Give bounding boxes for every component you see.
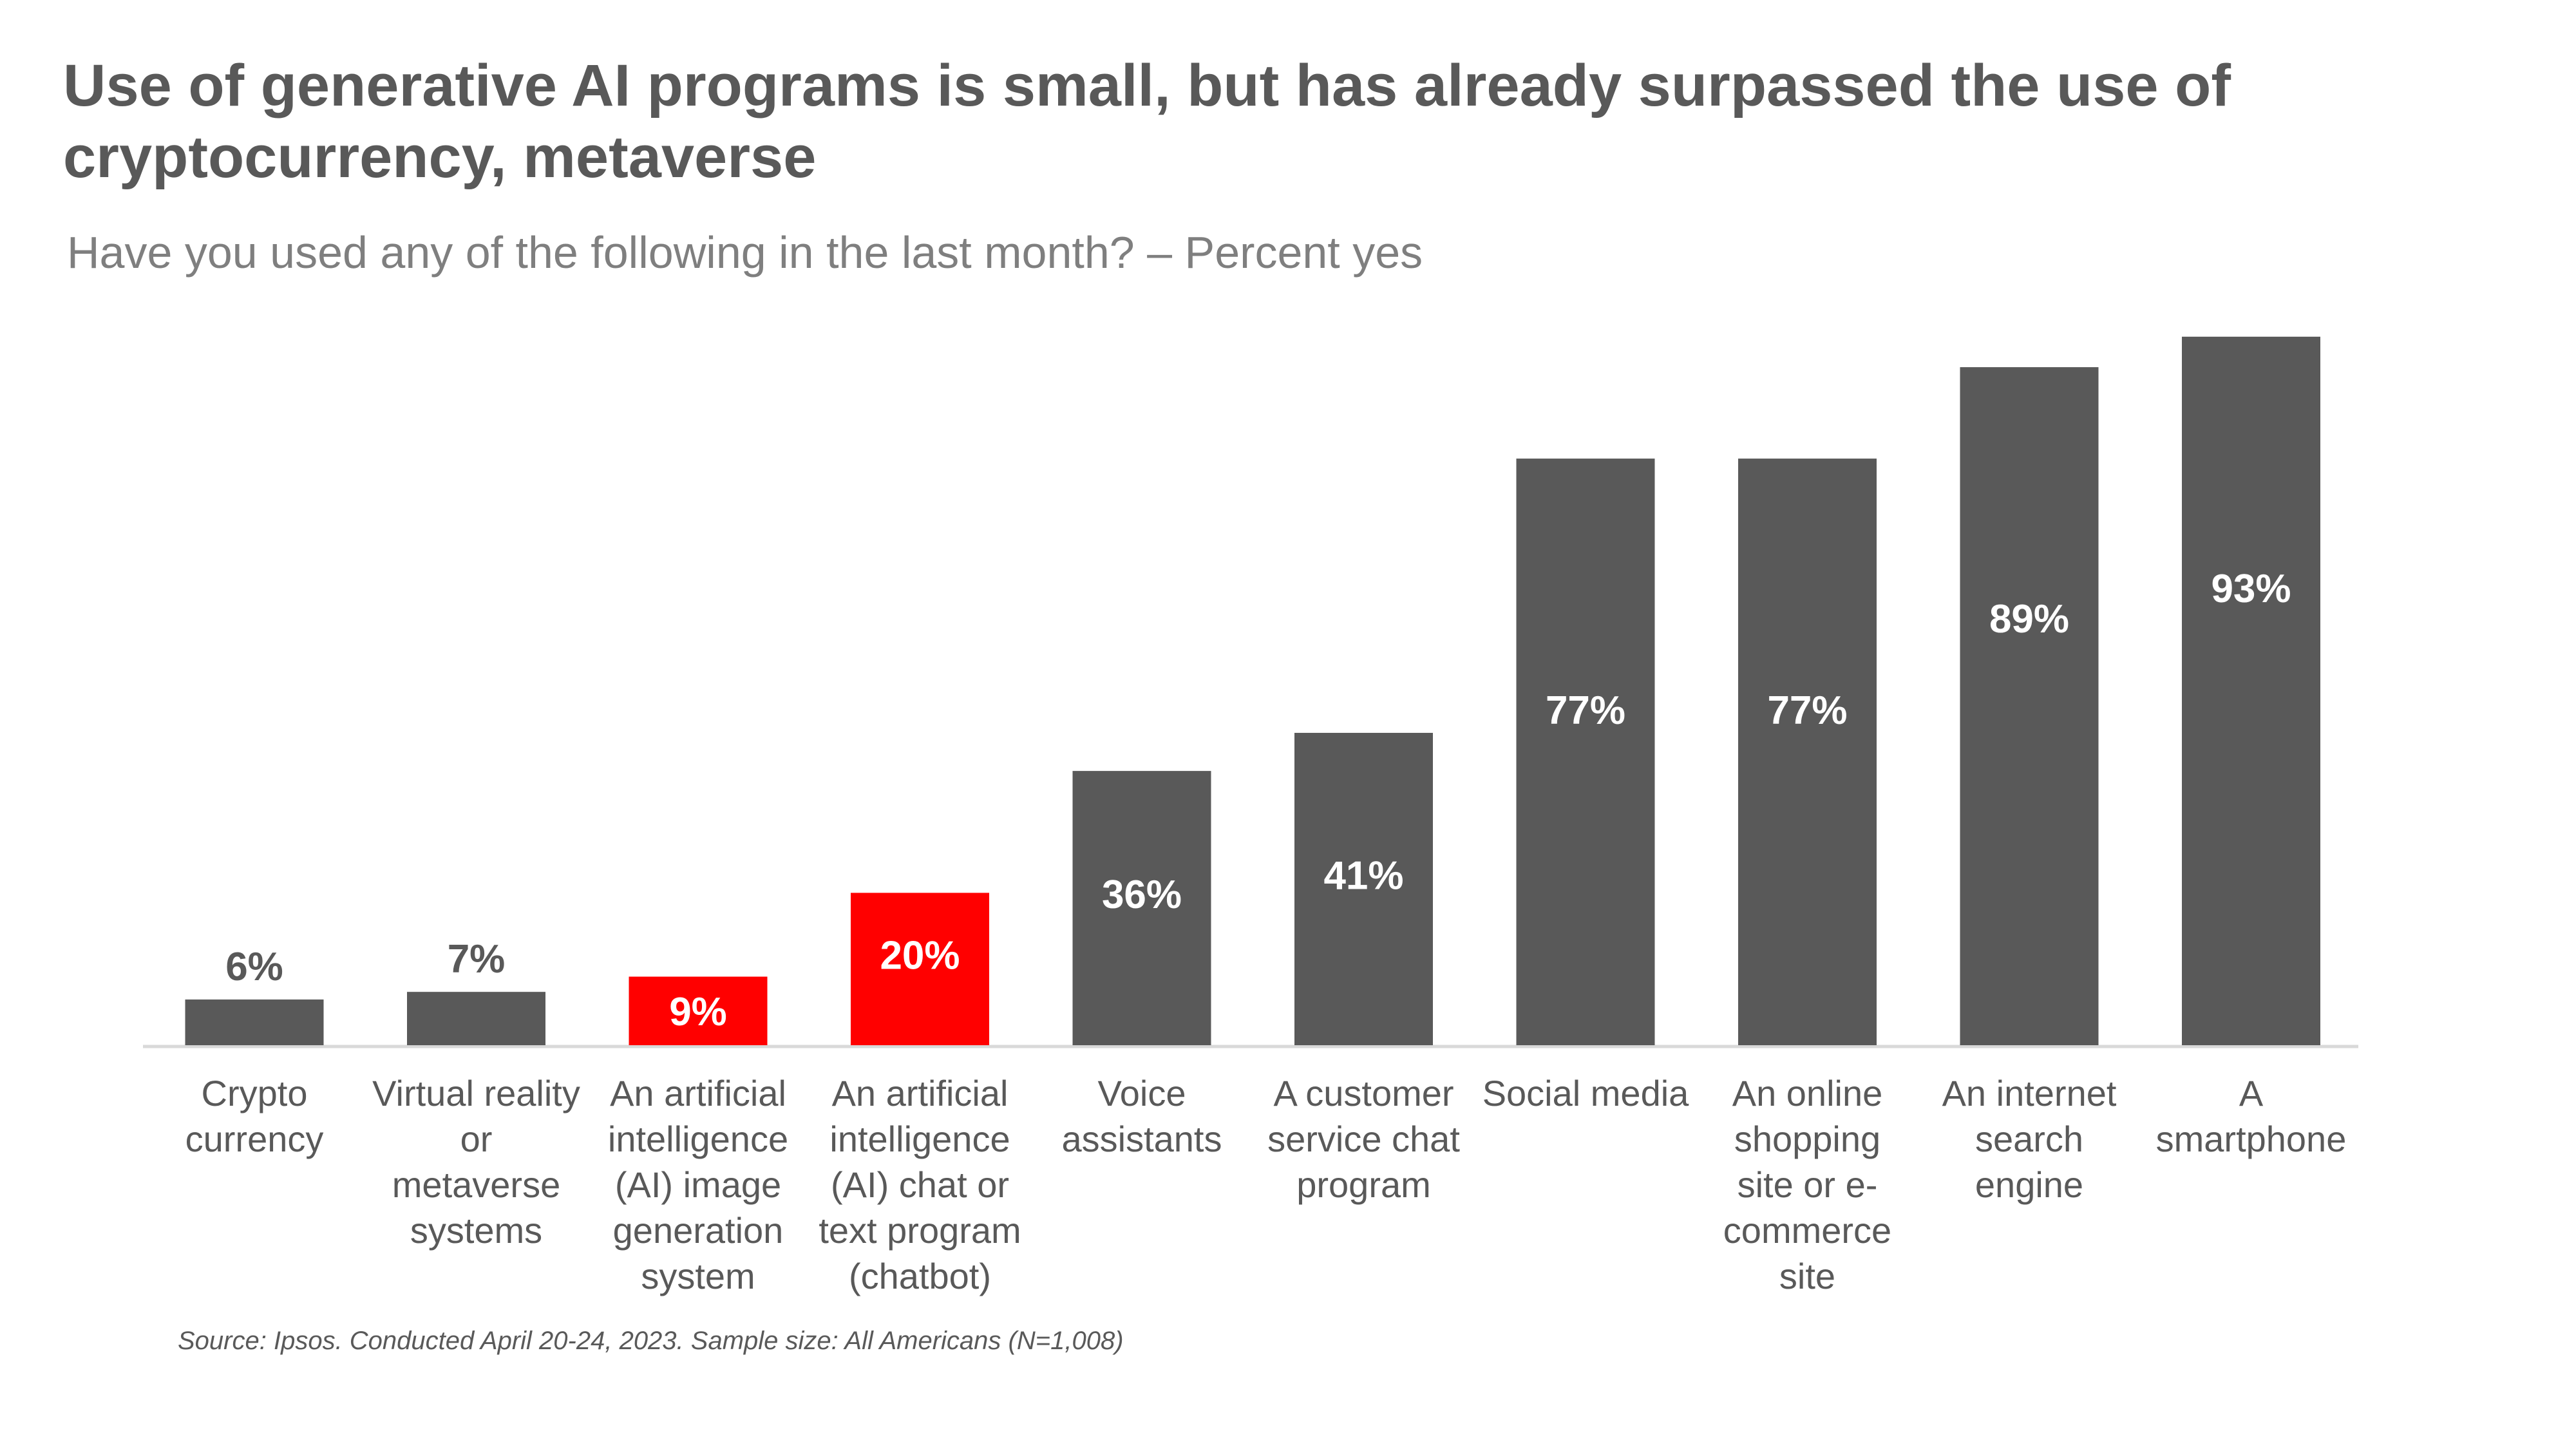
category-label-9: An internet search engine [1942, 1073, 2117, 1205]
bar-10 [2182, 336, 2320, 1045]
data-label-2: 7% [448, 937, 506, 981]
data-label-4: 20% [880, 934, 960, 978]
category-label-6: A customer service chat program [1267, 1073, 1460, 1205]
data-label-8: 77% [1767, 688, 1847, 733]
category-label-1: Crypto currency [185, 1073, 324, 1159]
bar-6 [1294, 732, 1433, 1045]
bar-4 [851, 893, 989, 1045]
bar-9 [1960, 367, 2099, 1045]
category-label-2: Virtual reality or metaverse systems [372, 1073, 580, 1251]
category-label-4: An artificial intelligence (AI) chat or tex… [819, 1073, 1021, 1296]
bar-3 [629, 976, 768, 1045]
data-label-group: 6% 7% 9% 20% 36% 41% 77% 77% 89% 93% [225, 567, 2291, 1034]
data-label-10: 93% [2211, 567, 2291, 611]
bar-2 [407, 992, 545, 1045]
bar-5 [1072, 771, 1211, 1045]
category-label-7: Social media [1482, 1073, 1689, 1113]
data-label-3: 9% [669, 990, 727, 1034]
data-label-9: 89% [1989, 597, 2069, 641]
bar-8 [1738, 459, 1877, 1045]
data-label-5: 36% [1102, 873, 1182, 917]
data-label-6: 41% [1323, 853, 1403, 898]
data-label-7: 77% [1546, 688, 1625, 733]
category-label-8: An online shopping site or e-commerce site [1723, 1073, 1891, 1296]
source-note: Source: Ipsos. Conducted April 20-24, 20… [178, 1327, 1124, 1355]
chart-subtitle: Have you used any of the following in th… [67, 227, 1423, 278]
category-label-group: Crypto currency Virtual reality or metaverse… [185, 1073, 2347, 1296]
category-label-5: Voice assistants [1062, 1073, 1222, 1159]
chart-title: Use of generative AI programs is small, … [63, 53, 2231, 190]
data-label-1: 6% [225, 945, 283, 989]
bar-7 [1516, 459, 1655, 1045]
category-label-3: An artificial intelligence (AI) image gener… [608, 1073, 788, 1296]
bar-group [185, 336, 2320, 1045]
bar-1 [185, 999, 324, 1045]
